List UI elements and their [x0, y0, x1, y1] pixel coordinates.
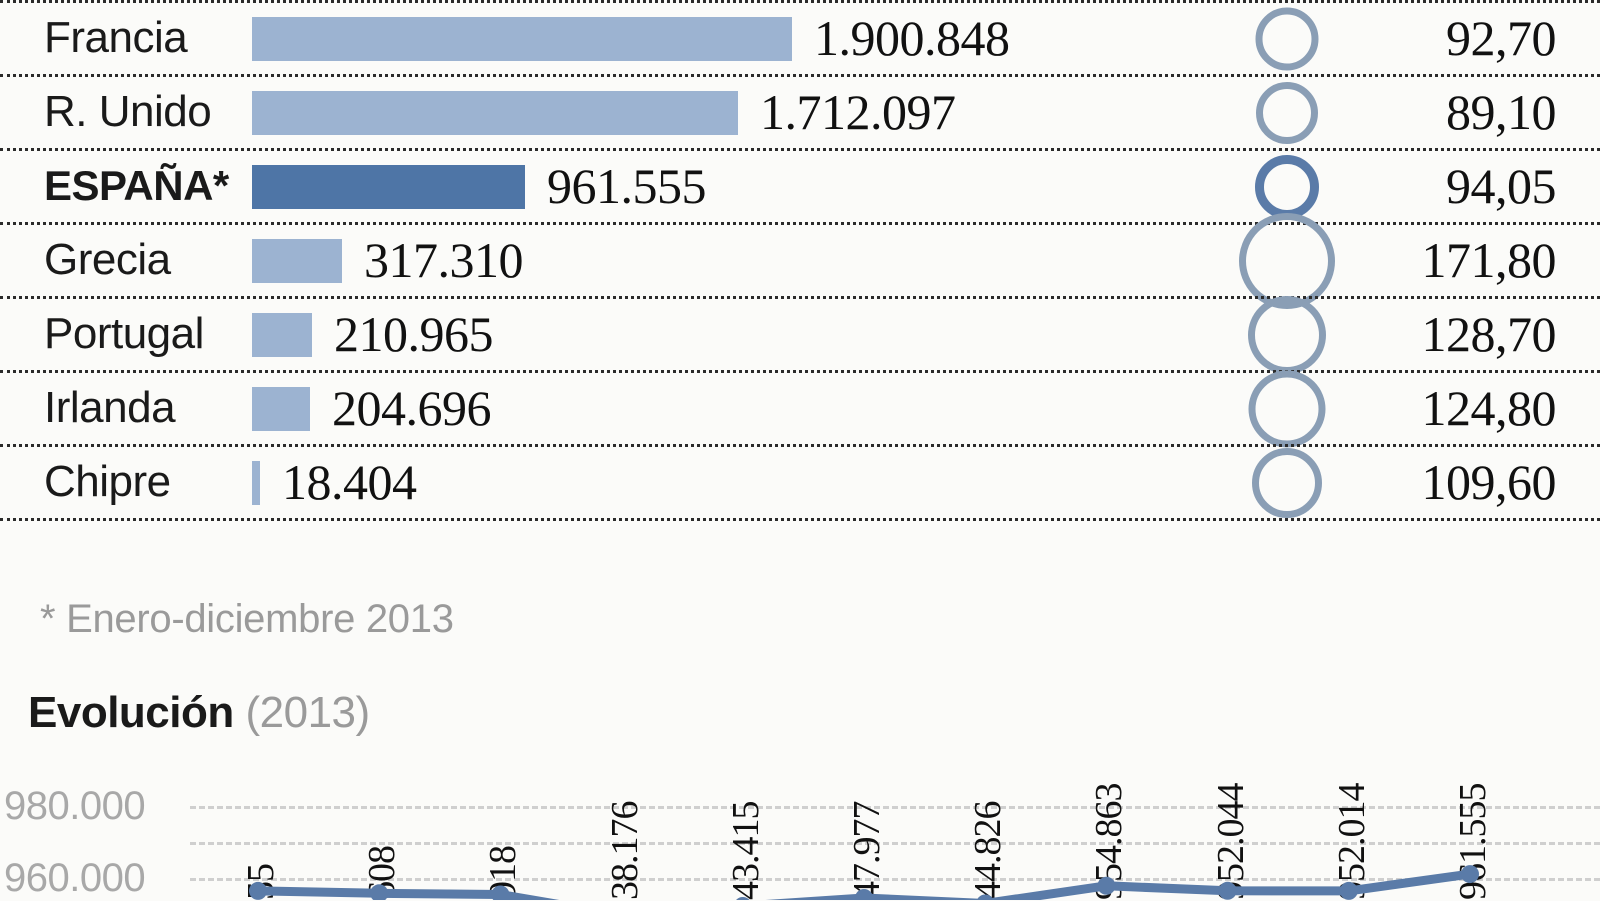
- debt-bar: [252, 90, 738, 135]
- pct-value: 124,80: [1421, 379, 1557, 436]
- pct-value: 92,70: [1446, 9, 1557, 66]
- pct-value: 89,10: [1446, 83, 1557, 140]
- evolution-title: Evolución (2013): [28, 688, 370, 738]
- table-row-inner: Irlanda 204.696 124,80: [0, 370, 1600, 447]
- bar-track: [252, 386, 310, 431]
- gridline-mid: [190, 842, 1600, 845]
- debt-amount: 204.696: [332, 379, 492, 436]
- gridline-980000: [190, 806, 1600, 809]
- debt-bar: [252, 386, 310, 431]
- pct-circle-icon: [1248, 295, 1326, 374]
- pct-circle-cell: [1232, 370, 1342, 447]
- bar-track: [252, 90, 738, 135]
- pct-circle-cell: [1232, 446, 1342, 520]
- country-label: Francia: [44, 12, 188, 62]
- evolution-point-label: 55: [240, 864, 282, 900]
- country-label: Irlanda: [44, 382, 176, 432]
- debt-bar: [252, 164, 525, 209]
- bar-track: [252, 16, 792, 61]
- country-label: R. Unido: [44, 86, 212, 136]
- table-row: ESPAÑA* 961.555 94,05: [0, 148, 1600, 222]
- country-label: Grecia: [44, 234, 171, 284]
- table-row: Irlanda 204.696 124,80: [0, 370, 1600, 447]
- debt-amount: 1.900.848: [814, 9, 1010, 66]
- table-row-inner: Portugal 210.965 128,70: [0, 295, 1600, 374]
- country-label: ESPAÑA*: [44, 161, 229, 209]
- table-row-inner: Francia 1.900.848 92,70: [0, 3, 1600, 74]
- evolution-point-label: 918: [482, 846, 525, 900]
- y-axis-label-960000: 960.000: [4, 856, 146, 900]
- pct-value: 94,05: [1446, 157, 1557, 214]
- table-row: R. Unido 1.712.097 89,10: [0, 74, 1600, 148]
- table-row-inner: Grecia 317.310 171,80: [0, 212, 1600, 309]
- pct-value: 128,70: [1421, 305, 1557, 362]
- debt-amount: 1.712.097: [760, 83, 956, 140]
- table-row-inner: Chipre 18.404 109,60: [0, 447, 1600, 518]
- evolution-point-label: 608: [361, 846, 404, 900]
- evolution-title-year: (2013): [245, 688, 370, 737]
- pct-circle-cell: [1232, 76, 1342, 150]
- evolution-point-label: 47.977: [846, 801, 888, 901]
- pct-circle-icon: [1256, 81, 1318, 144]
- evolution-chart-section: Evolución (2013) 980.000 960.000 55 608 91…: [0, 680, 1600, 900]
- country-label: Portugal: [44, 308, 204, 358]
- pct-circle-cell: [1232, 2, 1342, 76]
- debt-bar: [252, 312, 312, 357]
- debt-bar: [252, 238, 342, 283]
- evolution-point-label: 38.176: [603, 801, 646, 901]
- debt-bar: [252, 460, 260, 505]
- pct-circle-icon: [1255, 154, 1319, 219]
- evolution-point-label: 44.826: [967, 801, 1010, 901]
- debt-amount: 210.965: [334, 305, 494, 362]
- table-row-inner: ESPAÑA* 961.555 94,05: [0, 151, 1600, 222]
- pct-value: 109,60: [1421, 453, 1557, 510]
- pct-circle-icon: [1255, 7, 1319, 70]
- evolution-point-label: 954.863: [1088, 783, 1131, 901]
- debt-bar: [252, 16, 792, 61]
- table-bottom-rule: [0, 518, 1600, 521]
- pct-value: 171,80: [1421, 231, 1557, 288]
- debt-amount: 961.555: [547, 157, 707, 214]
- evolution-point-label: 961.555: [1452, 783, 1494, 901]
- debt-ranking-table: Francia 1.900.848 92,70 R. Unido 1.712.097 89…: [0, 0, 1600, 521]
- evolution-point-label: 952.014: [1330, 783, 1373, 901]
- evolution-title-text: Evolución: [28, 688, 234, 737]
- pct-circle-icon: [1239, 212, 1335, 309]
- pct-circle-cell: [1232, 295, 1342, 374]
- y-axis-label-980000: 980.000: [4, 784, 146, 828]
- table-row: Portugal 210.965 128,70: [0, 295, 1600, 374]
- debt-amount: 317.310: [364, 231, 524, 288]
- table-row: Chipre 18.404 109,60: [0, 444, 1600, 518]
- debt-amount: 18.404: [282, 453, 417, 510]
- table-row-inner: R. Unido 1.712.097 89,10: [0, 77, 1600, 148]
- country-label: Chipre: [44, 456, 171, 506]
- bar-track: [252, 164, 525, 209]
- evolution-point-label: 952.044: [1209, 783, 1252, 901]
- table-row: Francia 1.900.848 92,70: [0, 0, 1600, 74]
- bar-track: [252, 238, 342, 283]
- bar-track: [252, 460, 260, 505]
- pct-circle-icon: [1252, 447, 1322, 518]
- table-footnote: * Enero-diciembre 2013: [40, 597, 454, 641]
- pct-circle-icon: [1248, 370, 1326, 447]
- pct-circle-cell: [1232, 212, 1342, 309]
- evolution-point-label: 43.415: [724, 801, 767, 901]
- bar-track: [252, 312, 312, 357]
- table-row: Grecia 317.310 171,80: [0, 212, 1600, 309]
